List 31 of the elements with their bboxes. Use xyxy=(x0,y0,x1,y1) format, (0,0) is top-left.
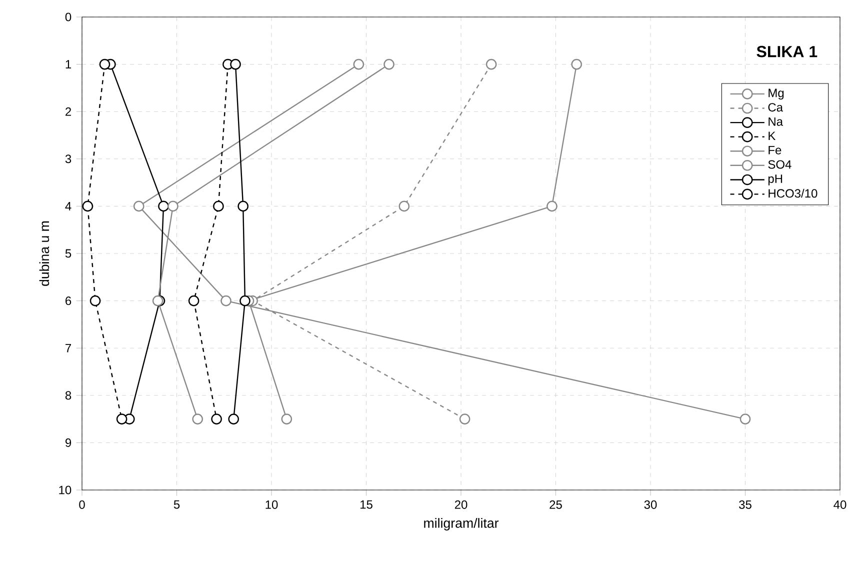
legend-label: HCO3/10 xyxy=(768,188,818,198)
x-tick-label: 30 xyxy=(644,500,657,509)
x-axis-title: miligram/litar xyxy=(424,518,499,530)
x-tick-label: 35 xyxy=(739,500,752,509)
legend-label: SO4 xyxy=(768,160,792,169)
x-tick-label: 5 xyxy=(174,500,180,509)
legend-label: Ca xyxy=(768,103,784,112)
y-tick-label: 0 xyxy=(65,12,72,22)
y-tick-label: 6 xyxy=(66,296,72,306)
y-tick-label: 5 xyxy=(65,249,72,258)
x-tick-label: 10 xyxy=(266,500,278,509)
x-tick-label: 20 xyxy=(454,500,468,509)
y-tick-label: 4 xyxy=(65,202,72,210)
y-tick-label: 8 xyxy=(65,391,72,400)
y-tick-label: 7 xyxy=(66,344,71,352)
x-tick-label: 0 xyxy=(79,500,85,509)
x-tick-label: 25 xyxy=(550,500,562,509)
y-tick-label: 9 xyxy=(66,438,72,447)
y-tick-label: 1 xyxy=(66,60,72,68)
x-tick-label: 40 xyxy=(834,500,846,509)
legend-label: K xyxy=(768,132,776,140)
legend-label: pH xyxy=(768,174,782,186)
y-tick-label: 3 xyxy=(65,154,72,164)
y-tick-label: 10 xyxy=(59,486,72,494)
legend-label: Na xyxy=(768,117,784,126)
x-tick-label: 15 xyxy=(360,500,372,509)
legend-label: Mg xyxy=(768,88,784,100)
legend-label: Fe xyxy=(768,146,782,154)
text: SLIKA 1 xyxy=(756,46,818,58)
y-tick-label: 2 xyxy=(66,107,71,116)
y-axis-title: dubina u m xyxy=(39,221,50,286)
